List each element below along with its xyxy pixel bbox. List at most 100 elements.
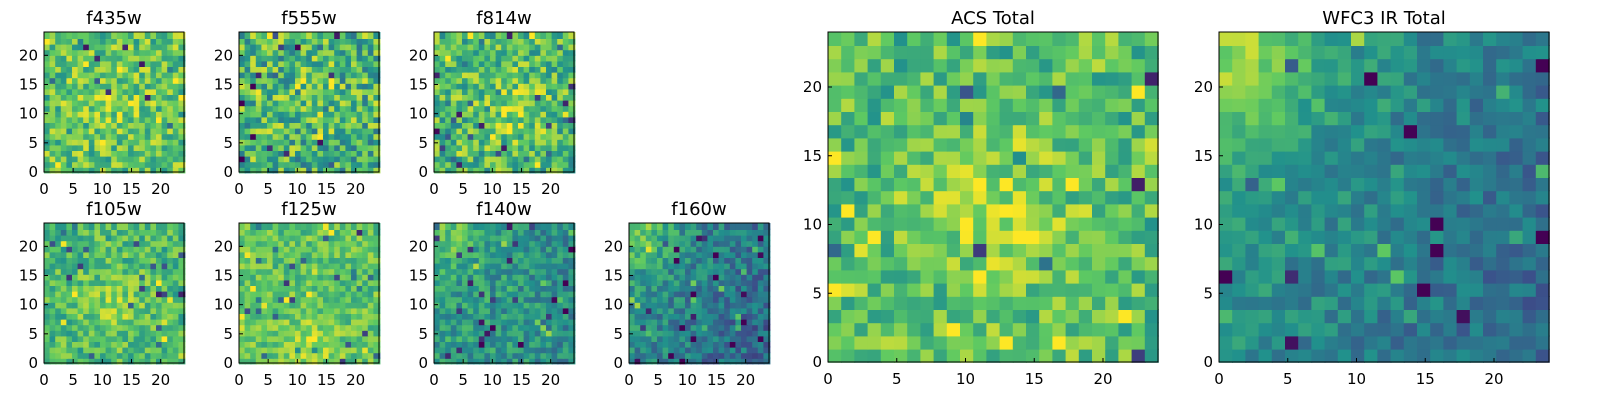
f555w-cell (250, 116, 258, 123)
f140w-cell (546, 340, 553, 348)
f435w-cell (178, 138, 186, 146)
f125w-cell (339, 346, 347, 354)
acs-total-cell (1012, 256, 1027, 271)
f814w-cell (462, 54, 469, 62)
f140w-cell (546, 318, 553, 326)
f125w-cell (244, 340, 252, 348)
f140w-cell (434, 239, 441, 247)
acs-total-cell (1039, 137, 1054, 152)
f435w-cell (139, 104, 147, 112)
acs-total-cell (1144, 164, 1159, 178)
acs-total-cell (920, 335, 935, 350)
f125w-cell (300, 223, 308, 230)
f125w-cell (300, 323, 308, 331)
f814w-cell (506, 144, 514, 151)
f160w-cell (651, 301, 659, 309)
f435w-cell (55, 104, 63, 112)
acs-total-cell (1131, 216, 1146, 231)
f125w-cell (272, 357, 280, 365)
acs-total-cell (999, 348, 1014, 363)
f555w-cell (362, 166, 370, 174)
f814w-cell (434, 88, 441, 95)
f435w-cell (150, 88, 158, 95)
f125w-cell (255, 256, 263, 264)
f105w-cell (94, 290, 102, 298)
f814w-cell (462, 127, 469, 135)
acs-total-cell (1039, 150, 1054, 165)
f140w-cell (523, 295, 531, 303)
f814w-cell (512, 127, 520, 135)
f140w-cell (557, 245, 565, 253)
f435w-cell (77, 155, 85, 163)
f555w-cell (306, 88, 314, 95)
f140w-cell (568, 251, 576, 258)
acs-total-cell (933, 216, 948, 231)
acs-total-cell (841, 111, 856, 126)
f814w-cell (562, 48, 570, 56)
acs-total-cell (933, 256, 948, 271)
f555w-cell (351, 166, 358, 174)
f555w-cell (306, 149, 314, 157)
f160w-cell (724, 357, 732, 365)
f160w-cell (757, 335, 765, 342)
f105w-cell (172, 329, 180, 337)
f435w-cell (60, 166, 68, 174)
acs-total-cell (907, 190, 922, 205)
acs-total-cell (973, 230, 988, 244)
f555w-cell (267, 149, 274, 157)
f105w-cell (161, 346, 169, 354)
f105w-cell (122, 357, 130, 365)
f814w-cell (439, 155, 447, 163)
f555w-cell (328, 65, 336, 73)
f555w-cell (367, 121, 375, 129)
f160w-cell (679, 351, 687, 359)
f435w-cell (88, 82, 96, 90)
f814w-cell (434, 48, 441, 56)
f140w-cell (523, 251, 531, 258)
acs-total-cell (1144, 296, 1159, 310)
f140w-cell (467, 239, 475, 247)
f105w-cell (178, 312, 186, 320)
f160w-cell (757, 234, 765, 242)
f555w-cell (278, 104, 286, 112)
f814w-cell (490, 132, 497, 140)
f814w-cell (456, 88, 464, 95)
f160w-cell (662, 239, 670, 247)
f814w-cell (434, 144, 441, 151)
f435w-cell (144, 43, 152, 51)
f435w-cell (100, 88, 107, 95)
f814w-cell (467, 93, 475, 101)
f435w-cell (60, 110, 68, 118)
f160w-cell (685, 307, 692, 314)
f435w-cell (133, 116, 141, 123)
f435w-cell (178, 132, 186, 140)
f435w-y-tick-label: 0 (28, 163, 38, 181)
f435w-cell (133, 93, 141, 101)
f105w-cell (144, 340, 152, 348)
f555w-cell (295, 88, 302, 95)
f555w-cell (261, 88, 269, 95)
f105w-cell (49, 301, 57, 309)
f814w-cell (568, 116, 576, 123)
f140w-cell (467, 295, 475, 303)
f105w-cell (139, 284, 147, 292)
f160w-cell (724, 262, 732, 270)
f140w-cell (557, 273, 565, 281)
f125w-cell (278, 273, 286, 281)
f105w-cell (49, 267, 57, 275)
f555w-cell (239, 54, 246, 62)
f160w-cell (707, 307, 715, 314)
f814w-cell (456, 144, 464, 151)
f555w-cell (289, 160, 297, 168)
f125w-cell (334, 329, 342, 337)
f435w-cell (172, 71, 180, 79)
acs-total-cell (1065, 335, 1080, 350)
f814w-cell (551, 71, 559, 79)
f160w-cell (690, 279, 698, 286)
f814w-cell (467, 43, 475, 51)
f555w-cell (267, 43, 274, 51)
f125w-cell (295, 267, 302, 275)
f160w-cell (685, 234, 692, 242)
f435w-cell (167, 71, 175, 79)
f140w-cell (434, 256, 441, 264)
